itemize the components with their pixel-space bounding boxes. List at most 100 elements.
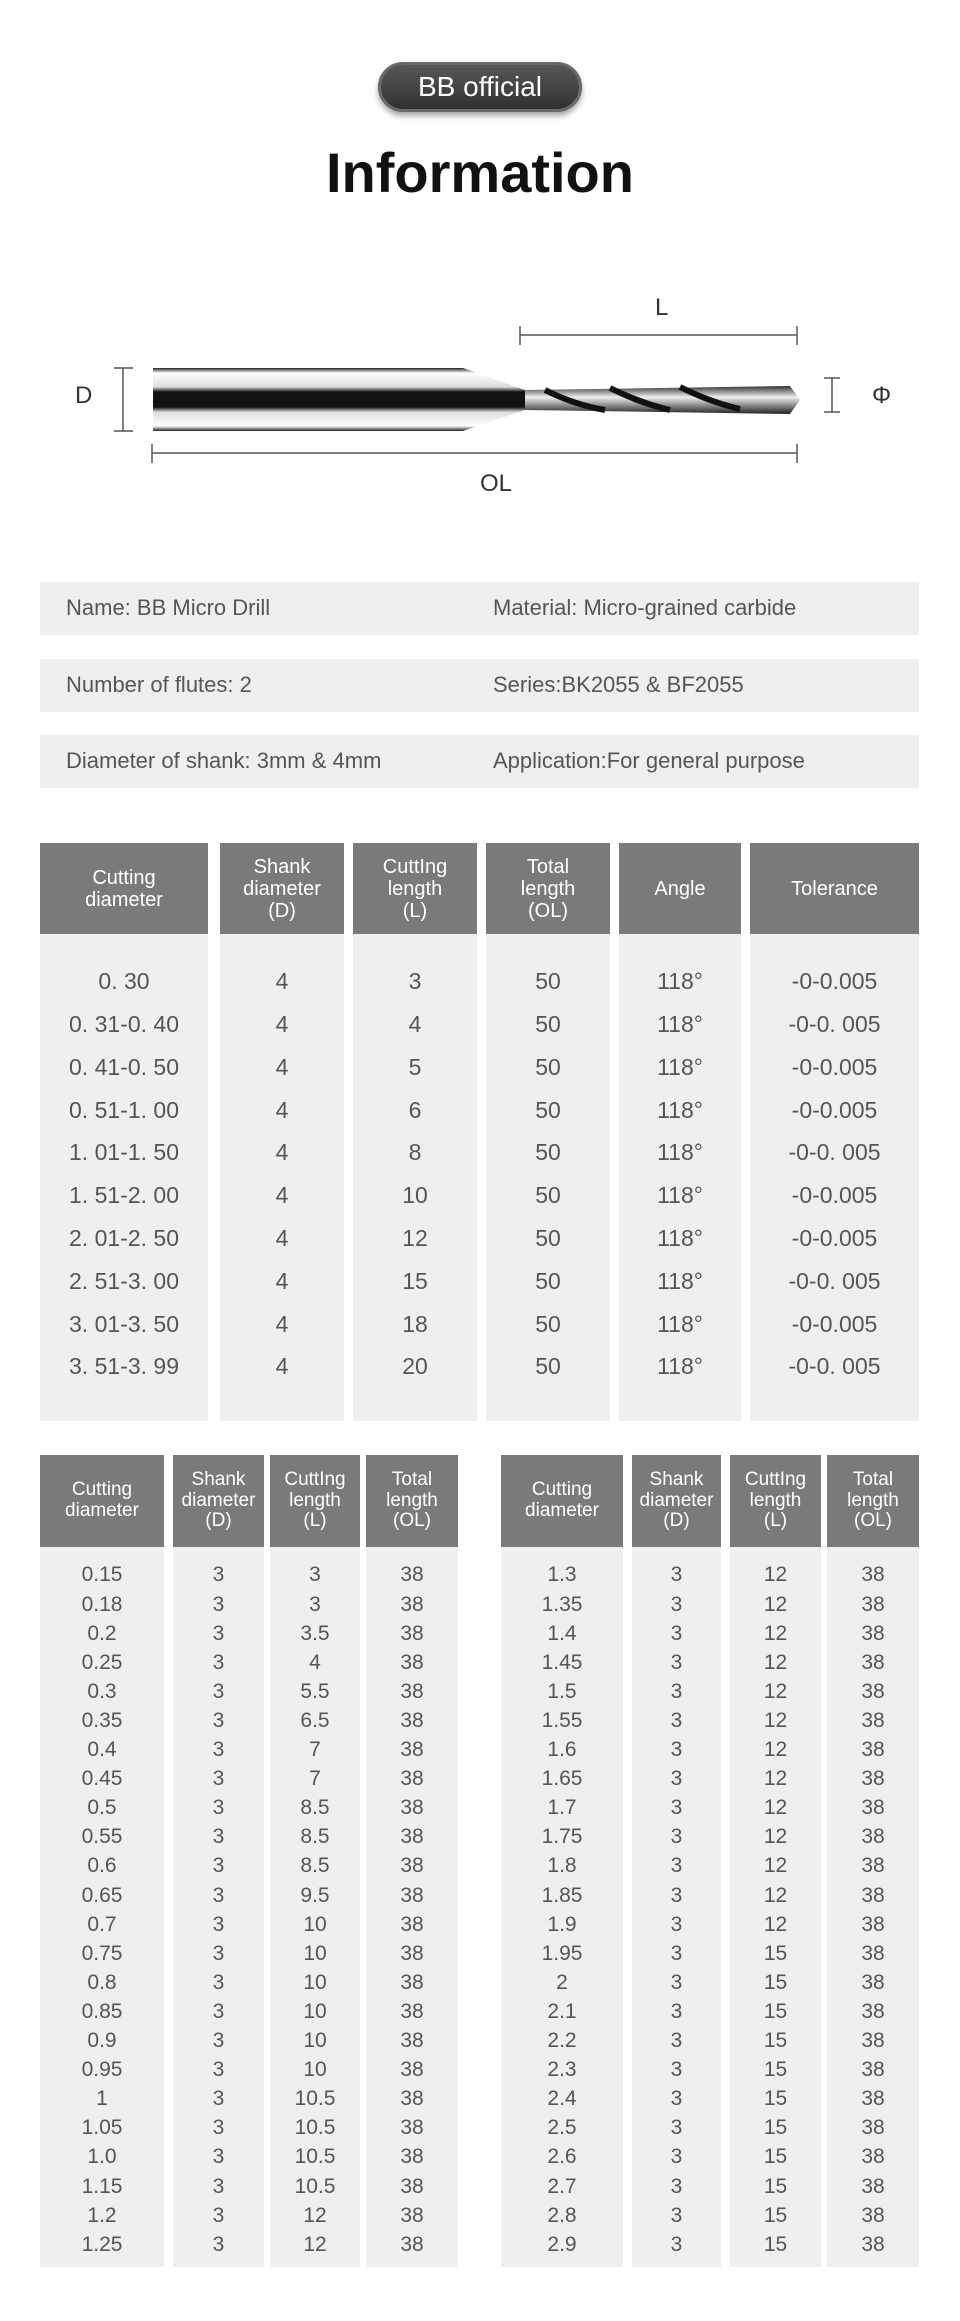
column-header: CuttIng length (L) xyxy=(353,843,477,934)
table-cell: 3 xyxy=(670,2087,683,2111)
column-header: Shank diameter (D) xyxy=(220,843,344,934)
table-cell: 0. 31-0. 40 xyxy=(69,1011,179,1037)
table-cell: 1.6 xyxy=(547,1738,577,1761)
table-cell: 15 xyxy=(763,2145,788,2169)
table-cell: 3 xyxy=(670,2145,683,2169)
table-cell: -0-0. 005 xyxy=(788,1267,881,1294)
table-cell: 0.9 xyxy=(87,2029,117,2052)
table-cell: 1.45 xyxy=(541,1650,583,1674)
table-cell: 15 xyxy=(763,2058,788,2082)
table-column: CuttIng length (L) 3 4 5 6 8 10 12 15 18 20 xyxy=(353,843,477,1421)
info-shank: Diameter of shank: 3mm & 4mm xyxy=(66,748,382,773)
table-cell: 3 xyxy=(670,2174,683,2198)
column-header: Shank diameter (D) xyxy=(632,1455,721,1547)
table-cell: 2. 01-2. 50 xyxy=(69,1225,179,1251)
table-cell: 38 xyxy=(861,1854,885,1878)
table-cell: 0.65 xyxy=(81,1883,123,1907)
table-cell: 12 xyxy=(763,1592,788,1616)
table-cell: 38 xyxy=(861,1796,885,1820)
column-header: Cutting diameter xyxy=(40,1455,164,1547)
table-cell: 4 xyxy=(309,1650,321,1674)
dimension-lines xyxy=(114,326,840,463)
table-cell: 38 xyxy=(400,1912,424,1936)
table-cell: 1. 51-2. 00 xyxy=(69,1182,179,1209)
table-cell: 0.4 xyxy=(87,1738,117,1761)
table-cell: 1.05 xyxy=(81,2116,123,2140)
table-cell: 15 xyxy=(763,1970,788,1994)
table-cell: 3 xyxy=(670,1650,683,1674)
table-cell: 38 xyxy=(861,2116,885,2140)
table-cell: 38 xyxy=(400,1854,424,1878)
table-cell: 10 xyxy=(303,1912,327,1936)
table-cell: 38 xyxy=(861,1679,885,1703)
table-cell: 0.15 xyxy=(81,1563,123,1587)
table-cell: 38 xyxy=(400,1796,424,1820)
table-cell: 12 xyxy=(763,1679,788,1703)
table-cell: 2. 51-3. 00 xyxy=(69,1267,179,1294)
table-cell: 38 xyxy=(861,1970,885,1994)
info-row: Name: BB Micro Drill Material: Micro-gra… xyxy=(40,582,919,635)
table-column: Shank diameter (D) 3 3 3 3 3 3 3 3 3 3 3 3 3 3 3 3 3 3 3 3 3 3… xyxy=(632,1455,721,2267)
table-cell: 3 xyxy=(670,1796,683,1820)
table-cell: 3 xyxy=(212,1912,225,1936)
table-cell: 3 xyxy=(212,2087,225,2111)
table-cell: 7 xyxy=(309,1738,321,1761)
table-cell: 38 xyxy=(400,1999,424,2023)
table-cell: 118° xyxy=(657,1011,703,1037)
table-cell: 12 xyxy=(763,1767,788,1791)
table-cell: 1.8 xyxy=(547,1854,577,1878)
table-cell: 38 xyxy=(861,2087,885,2111)
column-header: CuttIng length (L) xyxy=(270,1455,360,1547)
table-cell: 18 xyxy=(402,1310,428,1337)
table-column: Total length (OL) 38 38 38 38 38 38 38 38 38 38 38 3… xyxy=(366,1455,458,2267)
table-cell: 0.55 xyxy=(81,1825,123,1849)
table-column: Tolerance -0-0.005 -0-0. 005 -0-0.005 -0-0.0… xyxy=(750,843,919,1421)
table-cell: 3 xyxy=(670,1738,683,1761)
table-cell: 50 xyxy=(535,1225,561,1251)
table-cell: 2.4 xyxy=(547,2087,577,2111)
table-cell: 118° xyxy=(657,1353,703,1380)
table-cell: 3 xyxy=(670,1563,683,1587)
table-cell: 3 xyxy=(670,1854,683,1878)
table-column: Cutting diameter 0.15 0.18 0.2 0.25 0.3 0.35 0.… xyxy=(40,1455,164,2267)
table-cell: 38 xyxy=(861,1767,885,1791)
table-cell: 3 xyxy=(670,1883,683,1907)
table-cell: 2.7 xyxy=(547,2174,577,2198)
table-cell: 12 xyxy=(303,2232,327,2256)
length-label-L: L xyxy=(655,294,669,321)
table-cell: 50 xyxy=(535,968,561,995)
info-series: Series:BK2055 & BF2055 xyxy=(493,672,744,697)
table-cell: 4 xyxy=(275,968,289,995)
info-flutes: Number of flutes: 2 xyxy=(66,672,252,697)
table-cell: 0. 41-0. 50 xyxy=(69,1053,179,1080)
table-cell: 10 xyxy=(303,2058,327,2082)
table-cell: 10.5 xyxy=(294,2116,336,2140)
table-cell: 118° xyxy=(657,1139,703,1166)
table-cell: 3 xyxy=(670,1708,683,1732)
table-cell: 38 xyxy=(400,1883,424,1907)
table-cell: 38 xyxy=(861,2232,885,2256)
table-cell: 3 xyxy=(212,1941,225,1965)
table-cell: 3 xyxy=(212,1592,225,1616)
table-cell: 4 xyxy=(275,1011,289,1037)
info-material: Material: Micro-grained carbide xyxy=(493,595,797,620)
table-cell: 12 xyxy=(763,1708,788,1732)
table-cell: 38 xyxy=(861,1592,885,1616)
drill-shape xyxy=(153,368,800,431)
table-cell: 38 xyxy=(400,1621,424,1645)
table-cell: 12 xyxy=(763,1621,788,1645)
table-cell: 3 xyxy=(670,1679,683,1703)
table-cell: 0.2 xyxy=(87,1621,117,1645)
table-cell: 3 xyxy=(212,2203,225,2227)
table-cell: 12 xyxy=(402,1225,428,1251)
table-cell: 3 xyxy=(212,1999,225,2023)
table-cell: 3 xyxy=(670,2116,683,2140)
table-cell: 3 xyxy=(670,1825,683,1849)
table-cell: 118° xyxy=(657,1182,703,1209)
table-cell: 38 xyxy=(400,1563,424,1587)
table-cell: 38 xyxy=(861,2029,885,2052)
table-cell: 0.25 xyxy=(81,1650,123,1674)
table-cell: 1.15 xyxy=(81,2174,123,2198)
table-cell: 15 xyxy=(763,2029,788,2052)
table-cell: -0-0.005 xyxy=(791,1225,878,1251)
